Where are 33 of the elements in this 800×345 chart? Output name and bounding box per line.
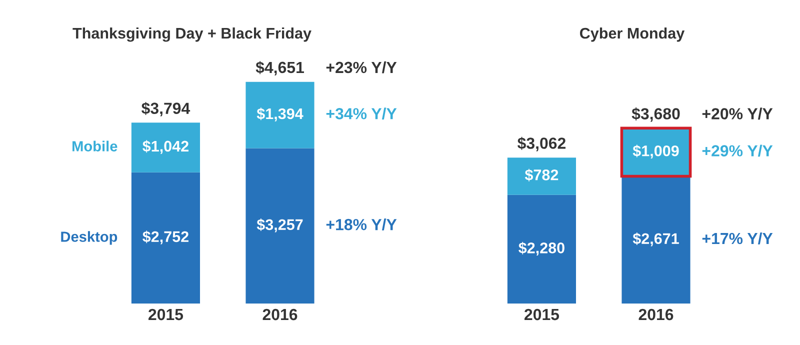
total-label: $3,062 bbox=[518, 136, 566, 152]
bar bbox=[246, 148, 314, 304]
data-label: $1,042 bbox=[142, 140, 188, 154]
chart-title: Thanksgiving Day + Black Friday bbox=[72, 27, 312, 42]
text: +20% Y/Y bbox=[702, 108, 773, 120]
data-label: $3,257 bbox=[256, 218, 303, 232]
series-label: Mobile bbox=[72, 140, 118, 152]
bar bbox=[507, 194, 576, 304]
bar bbox=[131, 122, 200, 172]
data-label: $1,009 bbox=[632, 144, 679, 158]
bar bbox=[246, 82, 314, 148]
x-tick-label: 2016 bbox=[638, 308, 674, 320]
bar bbox=[507, 158, 576, 195]
total-label: $4,651 bbox=[256, 61, 304, 76]
annotation: +34% Y/Y bbox=[326, 108, 397, 120]
data-label: $2,671 bbox=[632, 232, 679, 246]
series-label: Desktop bbox=[61, 231, 118, 245]
data-label: $782 bbox=[524, 168, 558, 182]
data-label: $1,394 bbox=[256, 108, 304, 122]
x-tick-label: 2016 bbox=[262, 308, 298, 320]
total-label: $3,680 bbox=[632, 107, 680, 122]
chart-title: Cyber Monday bbox=[580, 27, 685, 42]
data-label: $2,752 bbox=[142, 230, 188, 244]
bar bbox=[131, 172, 200, 304]
annotation: +29% Y/Y bbox=[702, 144, 773, 157]
text: +23% Y/Y bbox=[326, 61, 397, 74]
bar bbox=[622, 176, 690, 304]
annotation: +18% Y/Y bbox=[326, 218, 397, 230]
x-tick-label: 2015 bbox=[524, 308, 560, 320]
total-label: $3,794 bbox=[142, 102, 190, 116]
annotation: +17% Y/Y bbox=[702, 232, 773, 244]
x-tick-label: 2015 bbox=[148, 308, 184, 320]
data-label: $2,280 bbox=[518, 242, 564, 256]
